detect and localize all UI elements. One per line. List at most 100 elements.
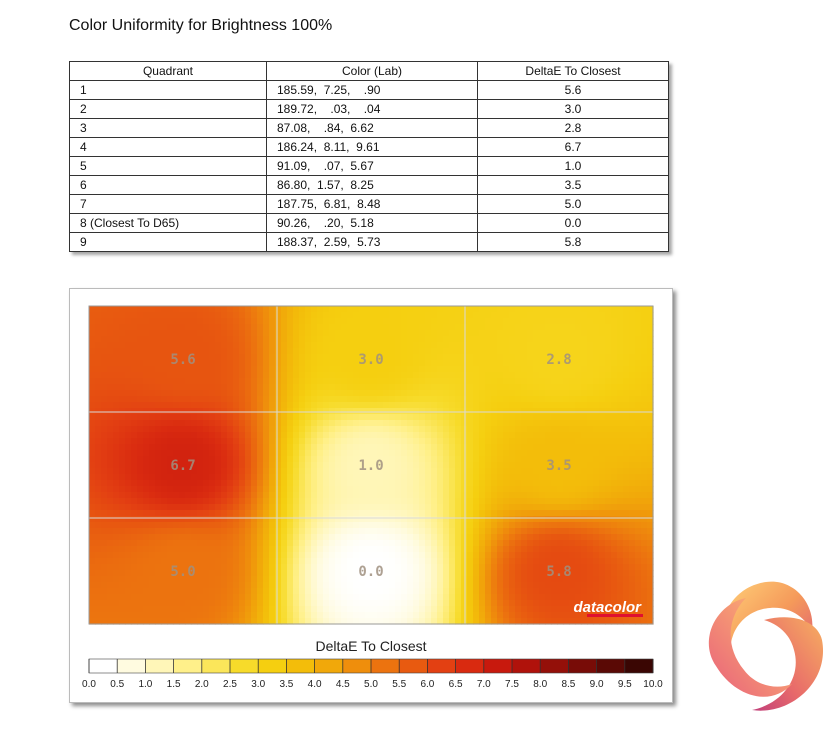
colorbar-swatch — [89, 659, 118, 673]
page-title: Color Uniformity for Brightness 100% — [69, 17, 333, 34]
lab-cell: 87.08, .84, 6.62 — [266, 118, 478, 138]
quadrant-cell: 5 — [69, 156, 267, 176]
cell-value-label: 5.6 — [170, 352, 195, 368]
deltae-cell: 3.5 — [477, 175, 669, 195]
table-row: 8 (Closest To D65) 90.26, .20, 5.18 0.0 — [69, 213, 669, 233]
table-row: 4 186.24, 8.11, 9.61 6.7 — [69, 137, 669, 157]
colorbar-swatch — [624, 659, 654, 673]
uniformity-heatmap-card: 5.6 3.0 2.8 6.7 1.0 3.5 5.0 0.0 5.8 datacolor Delt… — [69, 288, 673, 703]
colorbar-tick-label: 1.0 — [138, 679, 152, 690]
header-deltae: DeltaE To Closest — [477, 61, 669, 81]
colorbar-swatch — [173, 659, 203, 673]
colorbar-tick-label: 4.0 — [308, 679, 322, 690]
deltae-cell: 3.0 — [477, 99, 669, 119]
colorbar-tick-label: 7.0 — [477, 679, 491, 690]
colorbar-tick-label: 6.0 — [420, 679, 434, 690]
colorbar-swatch — [596, 659, 626, 673]
deltae-cell: 5.6 — [477, 80, 669, 100]
watermark-label: datacolor — [573, 599, 642, 616]
cell-value-label: 3.0 — [358, 352, 383, 368]
colorbar-tick-label: 8.5 — [561, 679, 575, 690]
colorbar-swatch — [342, 659, 372, 673]
table-row: 2 189.72, .03, .04 3.0 — [69, 99, 669, 119]
table-row: 7 187.75, 6.81, 8.48 5.0 — [69, 194, 669, 214]
colorbar-tick-label: 4.5 — [336, 679, 350, 690]
quadrant-cell: 2 — [69, 99, 267, 119]
colorbar-tick-label: 8.0 — [533, 679, 547, 690]
table-row: 1 185.59, 7.25, .90 5.6 — [69, 80, 669, 100]
colorbar-tick-label: 7.5 — [505, 679, 519, 690]
colorbar-tick-label: 10.0 — [643, 679, 663, 690]
colorbar-swatch — [399, 659, 428, 673]
watermark-bar — [587, 614, 643, 617]
quadrant-cell: 3 — [69, 118, 267, 138]
heatmap-field — [89, 306, 654, 625]
colorbar-swatch — [483, 659, 513, 673]
colorbar-tick-label: 9.0 — [590, 679, 604, 690]
uniformity-heatmap: 5.6 3.0 2.8 6.7 1.0 3.5 5.0 0.0 5.8 datacolor Delt… — [82, 305, 663, 690]
lab-cell: 185.59, 7.25, .90 — [266, 80, 478, 100]
colorbar-swatch — [201, 659, 231, 673]
lab-cell: 188.37, 2.59, 5.73 — [266, 232, 478, 252]
deltae-cell: 5.8 — [477, 232, 669, 252]
table-row: 6 86.80, 1.57, 8.25 3.5 — [69, 175, 669, 195]
colorbar-swatch — [540, 659, 569, 673]
quadrant-cell: 1 — [69, 80, 267, 100]
cell-value-label: 0.0 — [358, 564, 383, 580]
colorbar-swatch — [230, 659, 259, 673]
cell-value-label: 2.8 — [546, 352, 571, 368]
colorbar-swatch — [117, 659, 146, 673]
colorbar-swatch — [314, 659, 344, 673]
colorbar-tick-label: 5.5 — [392, 679, 406, 690]
deltae-cell: 6.7 — [477, 137, 669, 157]
quadrant-cell: 9 — [69, 232, 267, 252]
cell-value-label: 5.0 — [170, 564, 195, 580]
plot-border — [88, 305, 654, 625]
header-quadrant: Quadrant — [69, 61, 267, 81]
colorbar-tick-label: 5.0 — [364, 679, 378, 690]
quadrant-cell: 8 (Closest To D65) — [69, 213, 267, 233]
table-header-row: Quadrant Color (Lab) DeltaE To Closest — [69, 61, 669, 81]
colorbar-swatch — [455, 659, 485, 673]
colorbar-tick-label: 2.5 — [223, 679, 237, 690]
colorbar-tick-label: 3.5 — [279, 679, 293, 690]
deltae-cell: 2.8 — [477, 118, 669, 138]
cell-value-label: 3.5 — [546, 458, 571, 474]
site-logo — [694, 570, 837, 720]
quadrant-cell: 7 — [69, 194, 267, 214]
colorbar-tick-label: 0.0 — [82, 679, 96, 690]
quadrant-cell: 6 — [69, 175, 267, 195]
colorbar-title: DeltaE To Closest — [315, 638, 426, 654]
colorbar-swatch — [371, 659, 400, 673]
lab-cell: 186.24, 8.11, 9.61 — [266, 137, 478, 157]
colorbar-tick-label: 6.5 — [449, 679, 463, 690]
header-color-lab: Color (Lab) — [266, 61, 478, 81]
deltae-cell: 1.0 — [477, 156, 669, 176]
table-row: 3 87.08, .84, 6.62 2.8 — [69, 118, 669, 138]
lab-cell: 189.72, .03, .04 — [266, 99, 478, 119]
deltae-cell: 0.0 — [477, 213, 669, 233]
colorbar-tick-label: 9.5 — [618, 679, 632, 690]
lab-cell: 86.80, 1.57, 8.25 — [266, 175, 478, 195]
colorbar-tick-label: 0.5 — [110, 679, 124, 690]
cell-value-label: 1.0 — [358, 458, 383, 474]
colorbar-tick-label: 3.0 — [251, 679, 265, 690]
colorbar-swatch — [427, 659, 457, 673]
table-row: 9 188.37, 2.59, 5.73 5.8 — [69, 232, 669, 252]
colorbar-swatch — [286, 659, 316, 673]
uniformity-table: Quadrant Color (Lab) DeltaE To Closest 1… — [69, 61, 669, 252]
colorbar-tick-label: 1.5 — [167, 679, 181, 690]
deltae-cell: 5.0 — [477, 194, 669, 214]
quadrant-cell: 4 — [69, 137, 267, 157]
colorbar-swatch — [512, 659, 541, 673]
colorbar-swatch — [568, 659, 598, 673]
lab-cell: 187.75, 6.81, 8.48 — [266, 194, 478, 214]
cell-value-label: 6.7 — [170, 458, 195, 474]
colorbar-swatch — [258, 659, 287, 673]
colorbar-tick-label: 2.0 — [195, 679, 209, 690]
lab-cell: 90.26, .20, 5.18 — [266, 213, 478, 233]
cell-value-label: 5.8 — [546, 564, 571, 580]
colorbar-swatch — [145, 659, 175, 673]
table-row: 5 91.09, .07, 5.67 1.0 — [69, 156, 669, 176]
swirl-logo-icon — [708, 581, 824, 711]
